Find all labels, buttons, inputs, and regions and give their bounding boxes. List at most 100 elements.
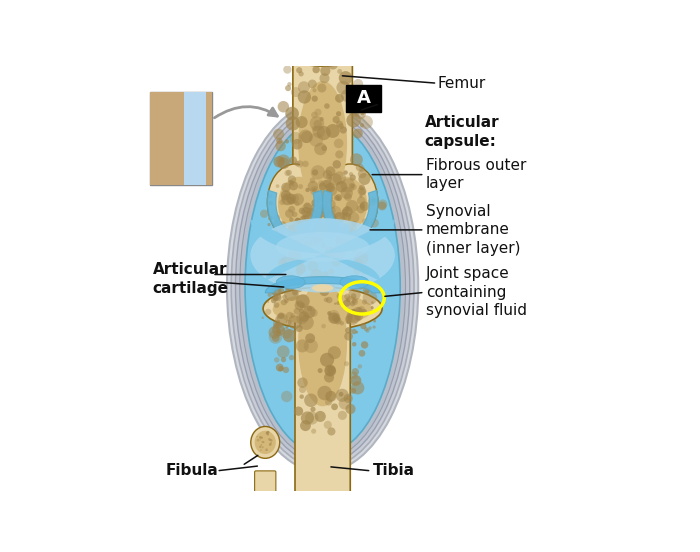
Ellipse shape	[245, 120, 400, 454]
Circle shape	[281, 257, 290, 267]
Circle shape	[274, 156, 285, 167]
Circle shape	[345, 404, 356, 414]
Circle shape	[359, 105, 368, 113]
Circle shape	[260, 449, 262, 451]
Circle shape	[298, 226, 306, 234]
Circle shape	[290, 194, 299, 203]
Circle shape	[285, 195, 288, 198]
Circle shape	[309, 133, 323, 147]
Circle shape	[332, 160, 341, 168]
Circle shape	[290, 87, 301, 97]
Circle shape	[315, 411, 326, 422]
Circle shape	[317, 226, 326, 235]
Circle shape	[328, 57, 336, 65]
Circle shape	[309, 178, 315, 183]
Circle shape	[314, 191, 323, 200]
Circle shape	[327, 185, 337, 196]
Circle shape	[363, 93, 368, 98]
Circle shape	[290, 313, 295, 318]
Circle shape	[310, 407, 316, 412]
Ellipse shape	[276, 276, 305, 289]
Circle shape	[344, 193, 352, 201]
Circle shape	[351, 309, 356, 313]
Text: Tibia: Tibia	[373, 463, 415, 479]
Circle shape	[347, 229, 351, 233]
Circle shape	[276, 328, 281, 334]
Circle shape	[279, 157, 284, 162]
Circle shape	[273, 220, 280, 227]
Ellipse shape	[239, 115, 405, 459]
Circle shape	[357, 205, 365, 213]
Circle shape	[352, 310, 356, 315]
Circle shape	[298, 378, 308, 388]
Circle shape	[304, 394, 318, 407]
Circle shape	[324, 298, 328, 302]
Ellipse shape	[306, 200, 340, 226]
Circle shape	[299, 386, 306, 393]
Circle shape	[328, 209, 333, 215]
Circle shape	[323, 227, 330, 235]
Circle shape	[286, 169, 292, 176]
Circle shape	[275, 141, 286, 151]
Circle shape	[274, 214, 280, 221]
Circle shape	[319, 117, 324, 121]
Circle shape	[335, 94, 344, 103]
Circle shape	[324, 103, 330, 109]
Circle shape	[360, 123, 364, 128]
Circle shape	[300, 302, 305, 308]
Circle shape	[299, 215, 309, 225]
Circle shape	[335, 226, 341, 232]
Circle shape	[373, 320, 376, 322]
Circle shape	[317, 386, 332, 400]
Circle shape	[358, 318, 361, 321]
Circle shape	[352, 221, 357, 226]
Circle shape	[274, 302, 279, 308]
Circle shape	[354, 267, 361, 274]
Circle shape	[296, 67, 302, 73]
Circle shape	[351, 375, 361, 386]
Circle shape	[285, 209, 294, 218]
Circle shape	[362, 218, 369, 225]
Circle shape	[285, 85, 291, 91]
Circle shape	[299, 309, 304, 313]
Circle shape	[297, 286, 302, 292]
Circle shape	[274, 293, 281, 300]
Circle shape	[316, 126, 331, 140]
Circle shape	[345, 327, 351, 334]
Circle shape	[316, 33, 323, 39]
Circle shape	[312, 188, 316, 193]
Circle shape	[305, 333, 315, 343]
Circle shape	[346, 233, 357, 244]
Circle shape	[331, 246, 345, 259]
Circle shape	[321, 324, 326, 328]
Circle shape	[328, 427, 335, 436]
Circle shape	[267, 223, 270, 226]
Circle shape	[351, 293, 356, 299]
Circle shape	[289, 217, 294, 222]
Circle shape	[281, 328, 292, 339]
FancyBboxPatch shape	[181, 92, 212, 185]
Circle shape	[302, 161, 309, 167]
Circle shape	[321, 145, 327, 151]
Circle shape	[295, 218, 301, 223]
Circle shape	[312, 199, 319, 207]
Circle shape	[327, 311, 332, 316]
Circle shape	[341, 187, 353, 199]
Circle shape	[351, 299, 358, 305]
Ellipse shape	[298, 81, 347, 204]
Circle shape	[270, 442, 272, 444]
Circle shape	[262, 441, 264, 443]
Circle shape	[346, 395, 351, 401]
Circle shape	[318, 181, 324, 186]
Circle shape	[346, 319, 351, 324]
Circle shape	[286, 116, 300, 131]
Circle shape	[295, 201, 300, 206]
Circle shape	[294, 240, 301, 246]
Circle shape	[356, 282, 364, 290]
Circle shape	[328, 269, 334, 274]
Circle shape	[372, 199, 375, 203]
Circle shape	[329, 206, 342, 217]
Circle shape	[359, 188, 366, 195]
Circle shape	[295, 294, 309, 308]
Circle shape	[326, 297, 332, 303]
